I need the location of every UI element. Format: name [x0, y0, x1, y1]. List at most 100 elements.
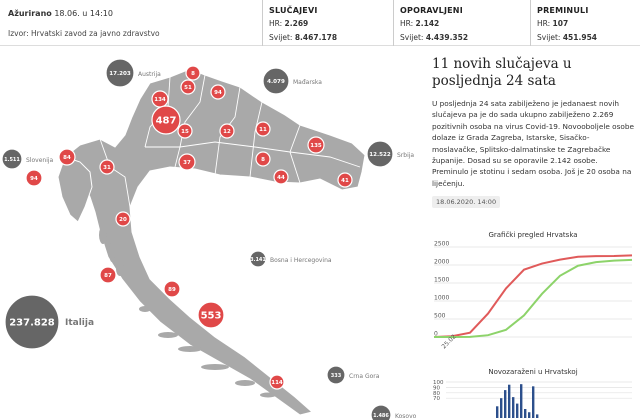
daily-chart: Novozaraženi u Hrvatskoj 100 90 80 70	[432, 368, 634, 420]
county-marker[interactable]: 51	[180, 79, 196, 95]
y-tick-label: 1000	[434, 295, 449, 302]
svg-text:84: 84	[63, 155, 71, 161]
croatia-map[interactable]: 17.203 Austrija 4.079 Mađarska 1.511 Slovenij…	[0, 47, 420, 420]
svg-text:44: 44	[277, 175, 285, 181]
news-article: 11 novih slučajeva u posljednja 24 sata …	[432, 56, 634, 209]
country-badge-bosna-i-hercegovina[interactable]: 3.141 Bosna i Hercegovina	[249, 250, 332, 268]
svg-text:Italija: Italija	[65, 318, 94, 328]
istria-shape	[57, 156, 93, 223]
bar	[528, 412, 531, 420]
bar	[496, 406, 499, 420]
svg-text:89: 89	[168, 287, 176, 293]
series-line-0	[433, 254, 633, 338]
svg-text:Kosovo: Kosovo	[395, 413, 417, 420]
county-marker[interactable]: 487	[151, 105, 181, 135]
svg-text:Crna Gora: Crna Gora	[349, 373, 380, 380]
svg-text:31: 31	[103, 165, 111, 171]
y-tick-label: 70	[433, 396, 440, 402]
county-marker[interactable]: 8	[255, 151, 271, 167]
country-badge-srbija[interactable]: 12.522 Srbija	[366, 140, 414, 168]
country-badge-crna-gora[interactable]: 333 Crna Gora	[326, 365, 380, 385]
county-marker[interactable]: 84	[58, 148, 76, 166]
svg-text:94: 94	[30, 176, 38, 182]
source-text: Izvor: Hrvatski zavod za javno zdravstvo	[8, 29, 160, 38]
y-tick-label: 1500	[434, 277, 449, 284]
county-marker[interactable]: 94	[25, 169, 43, 187]
y-tick-label: 100	[433, 380, 444, 386]
svg-text:17.203: 17.203	[109, 71, 131, 77]
county-marker[interactable]: 114	[269, 374, 285, 390]
county-marker[interactable]: 44	[273, 169, 289, 185]
county-marker[interactable]: 135	[307, 136, 325, 154]
svg-text:1.486: 1.486	[373, 413, 389, 419]
county-marker[interactable]: 553	[197, 301, 225, 329]
islands	[99, 226, 276, 398]
cumulative-chart: Grafički pregled Hrvatska 0 500 1000 1500 20…	[432, 231, 634, 356]
croatia-shape	[64, 68, 366, 416]
stat-cases: SLUČAJEVI HR: 2.269 Svijet: 8.467.178	[262, 0, 392, 46]
stat-recovered: OPORAVLJENI HR: 2.142 Svijet: 4.439.352	[393, 0, 529, 46]
update-info: Ažurirano 18.06. u 14:10	[8, 9, 113, 18]
svg-text:8: 8	[191, 71, 195, 77]
county-marker[interactable]: 11	[255, 121, 271, 137]
svg-text:12.522: 12.522	[369, 152, 391, 158]
article-title[interactable]: 11 novih slučajeva u posljednja 24 sata	[432, 56, 572, 89]
bar	[512, 397, 515, 420]
y-tick-label: 2000	[434, 259, 449, 266]
county-marker[interactable]: 94	[210, 84, 226, 100]
bar	[520, 384, 523, 420]
svg-text:37: 37	[183, 160, 191, 166]
svg-text:333: 333	[331, 373, 342, 379]
county-marker[interactable]: 41	[337, 172, 353, 188]
svg-text:Srbija: Srbija	[397, 152, 414, 159]
chart-title-2: Novozaraženi u Hrvatskoj	[488, 368, 578, 376]
county-marker[interactable]: 8	[185, 65, 201, 81]
svg-text:135: 135	[310, 143, 322, 149]
svg-text:87: 87	[104, 273, 112, 279]
svg-text:11: 11	[259, 127, 267, 133]
country-badge-slovenija[interactable]: 1.511 Slovenija	[1, 148, 54, 170]
y-tick-label: 90	[433, 385, 440, 391]
svg-text:20: 20	[119, 217, 127, 223]
country-badge-austrija[interactable]: 17.203 Austrija	[105, 58, 161, 88]
country-badge-italija[interactable]: 237.828 Italija	[4, 294, 94, 350]
county-marker[interactable]: 12	[219, 123, 235, 139]
country-badge-mađarska[interactable]: 4.079 Mađarska	[262, 67, 322, 95]
bar	[532, 386, 535, 420]
svg-text:51: 51	[184, 85, 192, 91]
stat-deaths: PREMINULI HR: 107 Svijet: 451.954	[530, 0, 640, 46]
county-marker[interactable]: 87	[99, 266, 117, 284]
svg-text:15: 15	[181, 129, 189, 135]
bar	[524, 409, 527, 420]
svg-text:4.079: 4.079	[267, 79, 285, 85]
county-marker[interactable]: 134	[151, 90, 169, 108]
county-marker[interactable]: 31	[99, 159, 115, 175]
article-timestamp: 18.06.2020. 14:00	[432, 196, 501, 209]
bar	[508, 384, 511, 420]
county-marker[interactable]: 15	[177, 123, 193, 139]
svg-text:114: 114	[271, 380, 283, 386]
svg-text:Mađarska: Mađarska	[293, 79, 322, 86]
svg-text:41: 41	[341, 178, 349, 184]
country-badge-kosovo[interactable]: 1.486 Kosovo	[370, 404, 417, 420]
bar	[516, 403, 519, 420]
svg-text:1.511: 1.511	[4, 157, 20, 163]
county-marker[interactable]: 37	[178, 153, 196, 171]
bar	[504, 390, 507, 420]
chart-title: Grafički pregled Hrvatska	[488, 231, 578, 239]
svg-text:Austrija: Austrija	[138, 71, 161, 78]
svg-text:12: 12	[223, 129, 231, 135]
svg-text:Slovenija: Slovenija	[26, 157, 54, 164]
svg-text:487: 487	[156, 116, 177, 127]
svg-text:237.828: 237.828	[9, 318, 55, 329]
svg-text:Bosna i Hercegovina: Bosna i Hercegovina	[270, 257, 332, 264]
y-tick-label: 80	[433, 391, 440, 397]
y-tick-label: 500	[434, 313, 446, 320]
county-marker[interactable]: 89	[163, 280, 181, 298]
series-line-1	[434, 258, 633, 338]
y-tick-label: 0	[434, 331, 438, 338]
county-marker[interactable]: 20	[115, 211, 131, 227]
y-tick-label: 2500	[434, 241, 449, 248]
